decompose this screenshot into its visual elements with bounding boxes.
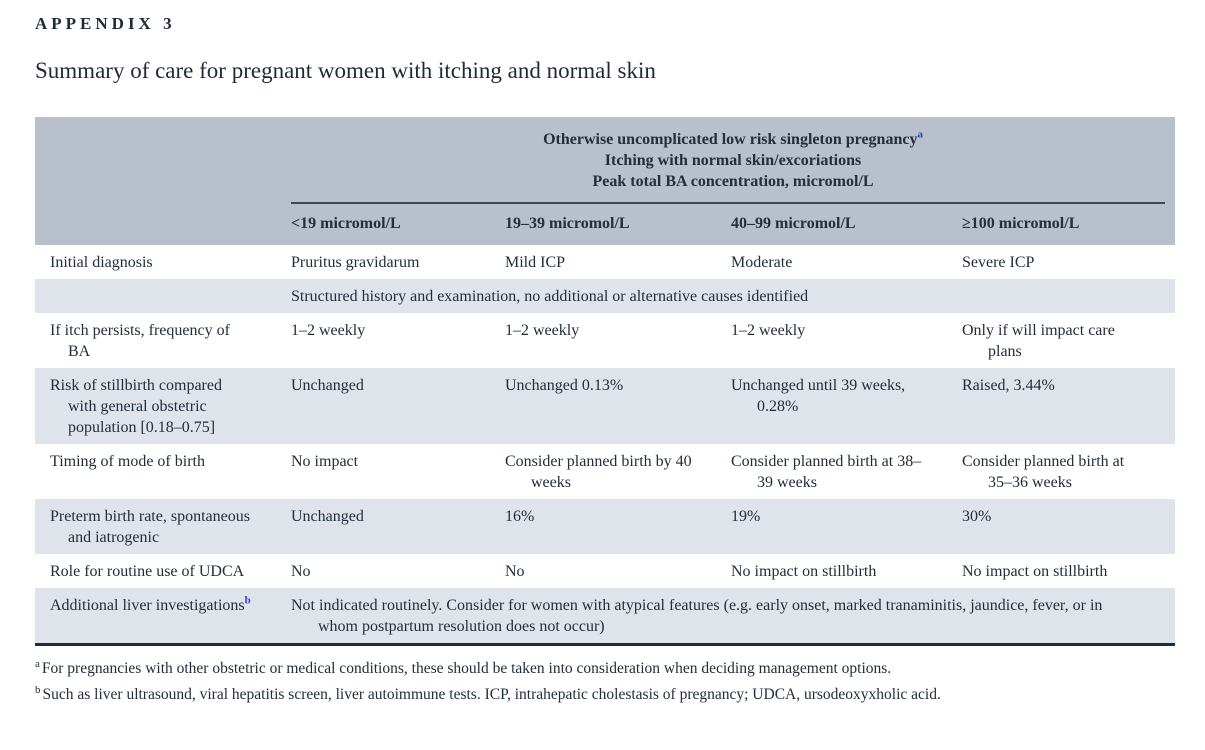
data-cell: 16% [505,499,731,554]
header-line-2: Itching with normal skin/excoriations [604,152,862,169]
header-band-corner [35,117,291,204]
row-label: Preterm birth rate, spontaneous and iatr… [35,499,291,554]
column-header-4: ≥100 micromol/L [962,204,1175,245]
data-cell: Unchanged until 39 weeks, 0.28% [731,368,962,444]
page-title: Summary of care for pregnant women with … [35,58,656,83]
data-cell: Unchanged [291,368,505,444]
footnote-ref-b[interactable]: b [244,594,251,607]
column-header-row: <19 micromol/L 19–39 micromol/L 40–99 mi… [35,204,1175,245]
data-cell: Only if will impact care plans [962,322,1115,360]
row-label: If itch persists, frequency of BA [50,322,230,360]
row-label [35,279,291,313]
row-label: Risk of stillbirth compared with general… [35,368,291,444]
care-summary-table: Otherwise uncomplicated low risk singlet… [35,117,1175,646]
span-cell: Structured history and examination, no a… [291,279,1175,313]
table-row-initial-diagnosis: Initial diagnosis Pruritus gravidarum Mi… [35,245,1175,279]
header-line-1: Otherwise uncomplicated low risk singlet… [291,129,1175,150]
data-cell: Severe ICP [962,254,1035,271]
footnotes: a For pregnancies with other obstetric or… [35,656,1175,708]
row-label: Additional liver investigationsb [35,588,291,646]
row-label-text: Additional liver investigations [50,597,245,614]
table-row-itch-persists: If itch persists, frequency of BA 1–2 we… [35,313,1175,368]
appendix-label: APPENDIX 3 [35,14,176,33]
footnote-text: Such as liver ultrasound, viral hepatiti… [42,686,941,703]
header-line-1-text: Otherwise uncomplicated low risk singlet… [543,131,918,148]
data-cell: No [291,563,311,580]
footnote-marker: b [35,683,41,696]
column-header-1: <19 micromol/L [291,204,505,245]
footnote-a: a For pregnancies with other obstetric or… [35,656,1175,682]
table-row-liver-investigations: Additional liver investigationsb Not ind… [35,588,1175,646]
data-cell: 1–2 weekly [291,322,366,339]
footnote-text: For pregnancies with other obstetric or … [41,660,892,677]
table-row-structured-history: Structured history and examination, no a… [35,279,1175,313]
data-cell: Pruritus gravidarum [291,254,420,271]
data-cell: No impact on stillbirth [962,563,1108,580]
data-cell: Consider planned birth by 40 weeks [505,453,692,491]
data-cell: 1–2 weekly [731,322,806,339]
row-label: Initial diagnosis [50,254,153,271]
data-cell: No [505,563,525,580]
table-row-timing-of-birth: Timing of mode of birth No impact Consid… [35,444,1175,499]
column-header-3: 40–99 micromol/L [731,204,962,245]
table-header-band: Otherwise uncomplicated low risk singlet… [35,117,1175,204]
table-row-stillbirth-risk: Risk of stillbirth compared with general… [35,368,1175,444]
data-cell: Consider planned birth at 35–36 weeks [962,453,1125,491]
header-divider-line [291,202,1165,204]
footnote-marker: a [35,657,40,670]
row-label: Timing of mode of birth [50,453,205,470]
data-cell: Raised, 3.44% [962,368,1175,444]
data-cell: 19% [731,499,962,554]
column-header-spacer [35,204,291,245]
column-header-2: 19–39 micromol/L [505,204,731,245]
data-cell: 30% [962,499,1175,554]
data-cell: Consider planned birth at 38–39 weeks [731,453,922,491]
data-cell: Moderate [731,254,793,271]
row-label: Role for routine use of UDCA [50,563,245,580]
data-cell: Unchanged 0.13% [505,368,731,444]
table-row-preterm-birth-rate: Preterm birth rate, spontaneous and iatr… [35,499,1175,554]
table-row-udca: Role for routine use of UDCA No No No im… [35,554,1175,588]
data-cell: No impact [291,453,359,470]
data-cell: Unchanged [291,499,505,554]
header-line-3: Peak total BA concentration, micromol/L [592,173,874,190]
footnote-b: b Such as liver ultrasound, viral hepatit… [35,682,1175,708]
span-cell: Not indicated routinely. Consider for wo… [291,588,1175,646]
footnote-ref-a[interactable]: a [917,128,923,141]
header-band-lines: Otherwise uncomplicated low risk singlet… [291,129,1175,192]
data-cell: No impact on stillbirth [731,563,877,580]
data-cell: 1–2 weekly [505,322,580,339]
data-cell: Mild ICP [505,254,566,271]
header-band: Otherwise uncomplicated low risk singlet… [291,117,1175,204]
